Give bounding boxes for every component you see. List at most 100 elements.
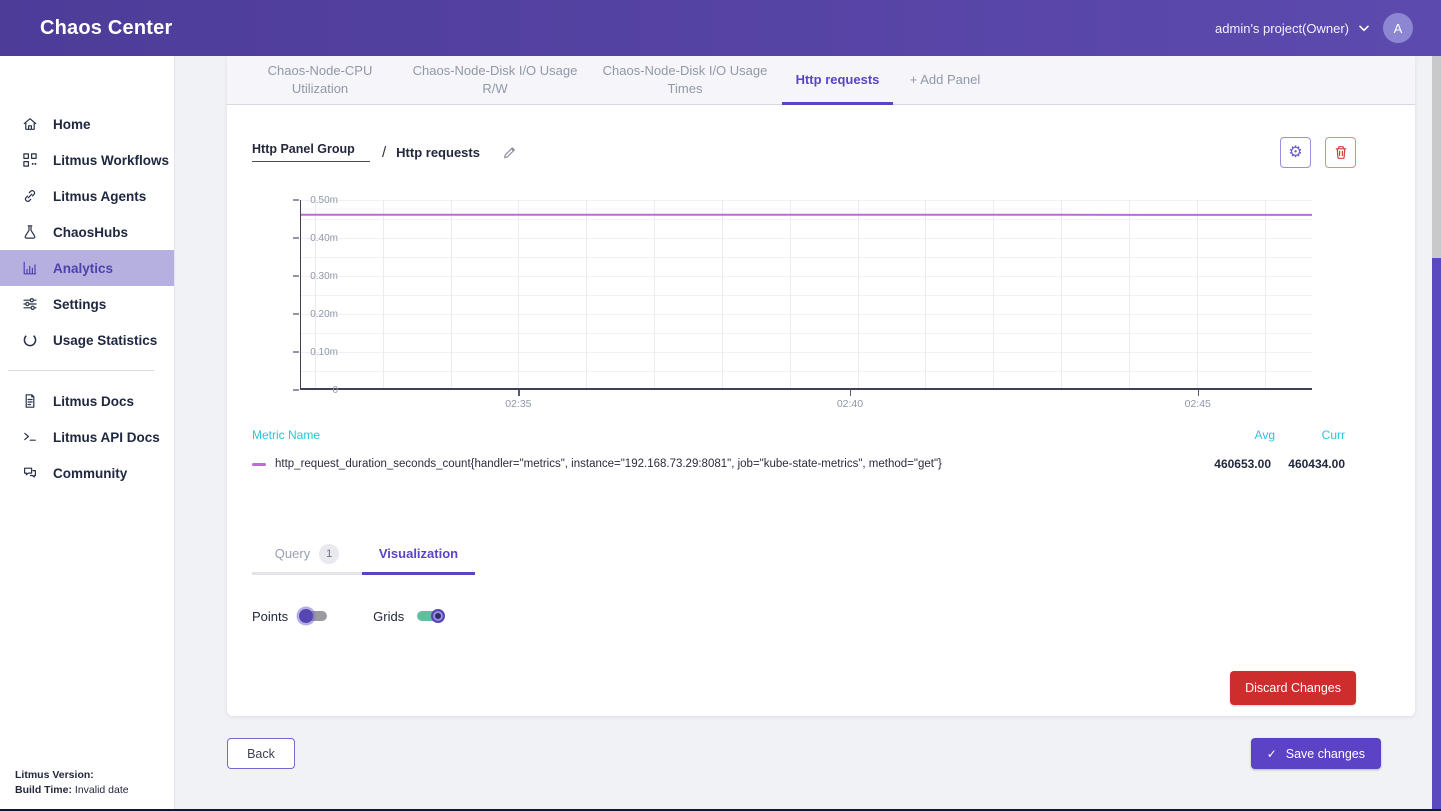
sidebar-docs-nav: Litmus Docs Litmus API Docs Community	[0, 383, 174, 491]
metric-avg-value: 460653.00	[1214, 457, 1271, 471]
y-axis-tick	[293, 351, 299, 353]
check-icon: ✓	[1266, 746, 1277, 761]
y-axis-label: 0.20m	[310, 309, 338, 320]
metric-name-header: Metric Name	[252, 428, 321, 442]
sidebar-item-label: Litmus API Docs	[53, 429, 160, 445]
chevron-down-icon	[1359, 25, 1369, 32]
gridline-v	[1061, 200, 1063, 388]
gridline-v	[789, 200, 791, 388]
bar-chart-icon	[22, 260, 38, 276]
gridline-h	[301, 352, 1312, 353]
y-axis-tick	[293, 199, 299, 201]
sidebar-item-community[interactable]: Community	[0, 455, 174, 491]
metrics-chart: 02:35 02:40 02:45 0.50m 0.40m 0.30m 0.20m 0.10…	[252, 195, 1390, 414]
panel-tab-2[interactable]: Chaos-Node-Disk I/O Usage Times	[602, 63, 768, 96]
y-axis-label: 0.40m	[310, 233, 338, 244]
panel-tabstrip: Chaos-Node-CPU Utilization Chaos-Node-Dis…	[227, 56, 1415, 105]
terminal-icon	[22, 429, 38, 445]
panel-settings-button[interactable]: ⚙	[1280, 136, 1311, 168]
query-tab-label: Query	[274, 546, 311, 561]
x-axis-label: 02:40	[836, 398, 864, 410]
y-axis-tick	[293, 389, 299, 391]
discard-changes-button[interactable]: Discard Changes	[1230, 671, 1356, 705]
sidebar-item-agents[interactable]: Litmus Agents	[0, 178, 174, 214]
panel-group-input[interactable]	[252, 142, 370, 162]
sidebar-item-analytics[interactable]: Analytics	[0, 250, 174, 286]
gridline-v	[925, 200, 927, 388]
sidebar-item-home[interactable]: Home	[0, 106, 174, 142]
tab-visualization[interactable]: Visualization	[362, 535, 475, 575]
series-color-dash	[252, 462, 266, 466]
project-switcher[interactable]: admin's project(Owner)	[1215, 21, 1369, 36]
x-axis-tick	[849, 390, 852, 396]
grids-toggle[interactable]	[415, 607, 446, 625]
panel-delete-button[interactable]	[1325, 136, 1356, 168]
gridline-v	[857, 200, 859, 388]
gridline-h	[301, 238, 1312, 239]
gridline-v	[721, 200, 723, 388]
sidebar-item-settings[interactable]: Settings	[0, 286, 174, 322]
y-axis-label: 0.30m	[310, 271, 338, 282]
document-icon	[22, 393, 38, 409]
gridline-v	[1128, 200, 1130, 388]
curr-header: Curr	[1321, 428, 1345, 442]
sliders-icon	[22, 296, 38, 312]
panel-editor-card: Chaos-Node-CPU Utilization Chaos-Node-Dis…	[227, 56, 1415, 716]
y-axis-tick	[293, 275, 299, 277]
sidebar-item-label: Litmus Workflows	[53, 152, 170, 168]
gridline-v	[1264, 200, 1266, 388]
breadcrumb-separator: /	[382, 143, 387, 161]
gridline-v	[1196, 200, 1198, 388]
gridline-h	[301, 314, 1312, 315]
sidebar: Home Litmus Workflows Litmus Agents ChaosHu…	[0, 56, 175, 809]
visualization-toggles: Points Grids	[252, 607, 1390, 625]
y-axis-tick	[293, 237, 299, 239]
y-axis-label: 0.10m	[310, 347, 338, 358]
top-bar: Chaos Center admin's project(Owner) A	[0, 0, 1441, 56]
series-line	[301, 200, 1312, 388]
panel-header: / Http requests ⚙	[252, 135, 1390, 169]
sidebar-item-label: Home	[53, 116, 91, 132]
x-axis-label: 02:35	[505, 398, 532, 410]
sidebar-item-usage[interactable]: Usage Statistics	[0, 322, 174, 358]
y-axis-label: 0	[332, 385, 338, 396]
y-axis-label: 0.50m	[310, 195, 338, 206]
scrollbar-thumb[interactable]	[1432, 258, 1441, 809]
points-label: Points	[252, 608, 289, 624]
build-time-label: Build Time:	[15, 784, 72, 797]
sidebar-item-label: Litmus Agents	[53, 188, 147, 204]
panel-tab-3[interactable]: Http requests	[780, 56, 895, 105]
gridline-v	[586, 200, 588, 388]
x-axis-tick	[1197, 390, 1200, 396]
tab-query[interactable]: Query 1	[252, 535, 362, 575]
sidebar-item-workflows[interactable]: Litmus Workflows	[0, 142, 174, 178]
legend-header: Metric Name Avg Curr	[252, 428, 1390, 442]
gridline-v	[450, 200, 452, 388]
link-icon	[22, 188, 38, 204]
save-button-label: Save changes	[1285, 746, 1365, 761]
sidebar-item-docs[interactable]: Litmus Docs	[0, 383, 174, 419]
gridline-h	[301, 257, 1312, 258]
sidebar-item-apidocs[interactable]: Litmus API Docs	[0, 419, 174, 455]
metric-curr-value: 460434.00	[1288, 457, 1345, 471]
chat-bubbles-icon	[22, 465, 38, 481]
x-axis-tick	[518, 390, 520, 396]
edit-pencil-icon[interactable]	[502, 145, 517, 160]
back-button[interactable]: Back	[227, 738, 295, 769]
points-toggle[interactable]	[299, 607, 329, 625]
sidebar-item-label: ChaosHubs	[53, 224, 129, 240]
sidebar-item-label: Settings	[53, 296, 107, 312]
avg-header: Avg	[1254, 428, 1275, 442]
gridline-h	[301, 295, 1312, 296]
gridline-h	[301, 276, 1312, 277]
build-time-value: Invalid date	[74, 784, 129, 797]
panel-tab-0[interactable]: Chaos-Node-CPU Utilization	[267, 63, 373, 96]
sidebar-item-chaoshubs[interactable]: ChaosHubs	[0, 214, 174, 250]
save-changes-button[interactable]: ✓ Save changes	[1250, 738, 1381, 769]
panel-tab-1[interactable]: Chaos-Node-Disk I/O Usage R/W	[412, 63, 578, 96]
legend-rows: http_request_duration_seconds_count{hand…	[252, 457, 1390, 471]
avatar[interactable]: A	[1383, 13, 1413, 43]
add-panel-tab[interactable]: + Add Panel	[909, 72, 981, 88]
home-icon	[22, 116, 38, 132]
